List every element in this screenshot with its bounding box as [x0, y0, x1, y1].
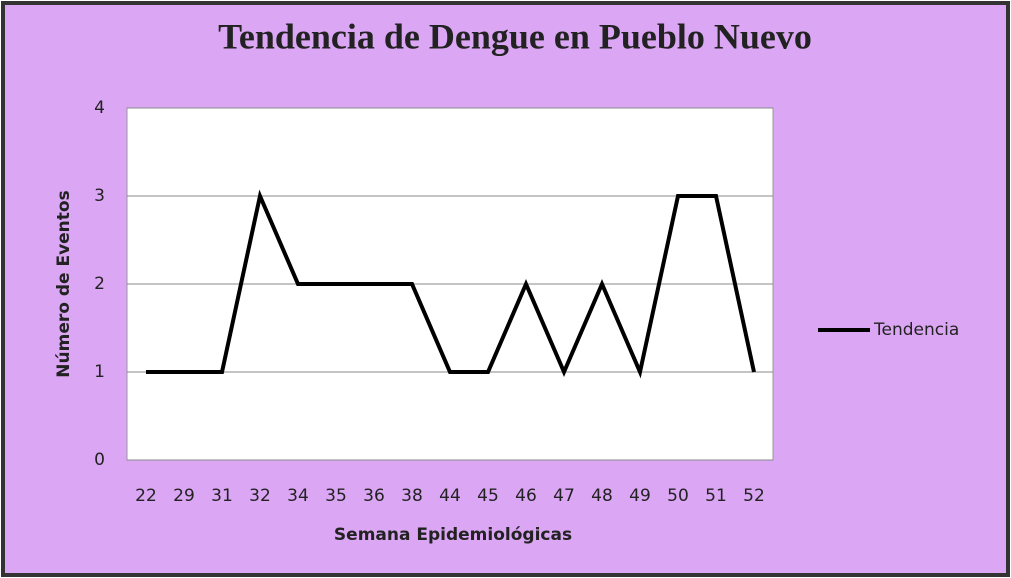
- x-tick-label: 31: [211, 486, 233, 506]
- x-tick-label: 47: [553, 486, 575, 506]
- x-tick-label: 44: [439, 486, 461, 506]
- x-tick-label: 48: [591, 486, 613, 506]
- x-axis-label: Semana Epidemiológicas: [334, 525, 572, 545]
- x-tick-label: 32: [249, 486, 271, 506]
- x-tick-label: 45: [477, 486, 499, 506]
- x-tick-label: 38: [401, 486, 423, 506]
- x-tick-label: 50: [667, 486, 689, 506]
- x-tick-label: 49: [629, 486, 651, 506]
- y-tick-label: 1: [94, 362, 105, 382]
- x-tick-label: 52: [743, 486, 765, 506]
- x-tick-label: 35: [325, 486, 347, 506]
- x-tick-label: 22: [135, 486, 157, 506]
- line-series: [146, 189, 756, 379]
- x-tick-label: 46: [515, 486, 537, 506]
- x-tick-label: 51: [705, 486, 727, 506]
- x-tick-label: 29: [173, 486, 195, 506]
- x-tick-label: 34: [287, 486, 309, 506]
- y-tick-label: 2: [94, 274, 105, 294]
- y-tick-label: 3: [94, 186, 105, 206]
- chart-title: Tendencia de Dengue en Pueblo Nuevo: [218, 16, 812, 56]
- x-tick-label: 36: [363, 486, 385, 506]
- y-axis-label: Número de Eventos: [54, 190, 74, 377]
- y-tick-label: 4: [94, 98, 105, 118]
- y-tick-label: 0: [94, 450, 105, 470]
- legend-label: Tendencia: [873, 320, 959, 340]
